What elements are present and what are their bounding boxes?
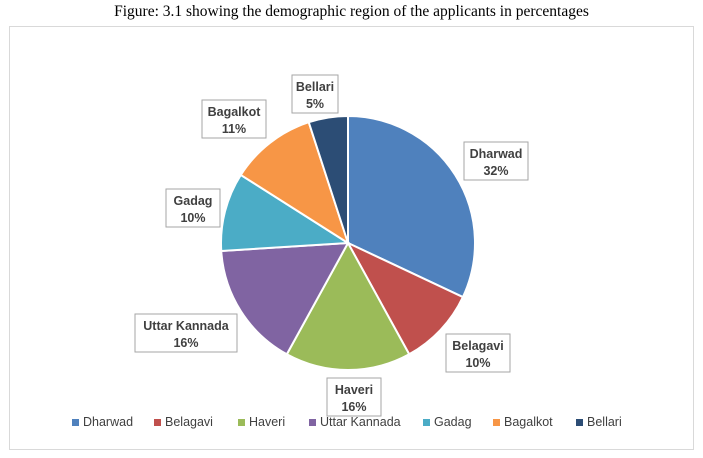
legend-swatch <box>154 419 161 426</box>
legend-item-gadag: Gadag <box>423 415 472 429</box>
data-label-category: Uttar Kannada <box>143 319 229 333</box>
data-label-box <box>201 99 267 139</box>
data-label-box <box>326 377 382 417</box>
legend-swatch <box>423 419 430 426</box>
data-label-value: 10% <box>180 211 205 225</box>
data-label-haveri: Haveri 16% <box>326 377 382 417</box>
data-label-gadag: Gadag 10% <box>165 188 221 228</box>
data-label-box <box>463 141 529 181</box>
legend-label: Bagalkot <box>504 415 553 429</box>
data-label-belagavi: Belagavi 10% <box>445 333 511 373</box>
data-label-category: Bellari <box>296 80 334 94</box>
legend-label: Haveri <box>249 415 285 429</box>
data-label-value: 11% <box>222 122 246 136</box>
data-label-box <box>445 333 511 373</box>
data-label-dharwad: Dharwad 32% <box>463 141 529 181</box>
legend-item-haveri: Haveri <box>238 415 285 429</box>
legend-label: Bellari <box>587 415 622 429</box>
pie-slice-belagavi <box>345 240 465 356</box>
pie-slice-haveri <box>285 240 411 371</box>
data-label-bellari: Bellari 5% <box>291 74 339 114</box>
legend-swatch <box>576 419 583 426</box>
data-label-box <box>134 313 238 353</box>
pie-slice-dharwad <box>347 114 476 299</box>
legend-swatch <box>72 419 79 426</box>
data-label-box <box>291 74 339 114</box>
legend-swatch <box>493 419 500 426</box>
data-label-category: Belagavi <box>452 339 503 353</box>
data-label-value: 16% <box>341 400 366 414</box>
legend-label: Uttar Kannada <box>320 415 401 429</box>
legend-item-bellari: Bellari <box>576 415 622 429</box>
pie-slices <box>220 114 476 371</box>
data-label-bagalkot: Bagalkot 11% <box>201 99 267 139</box>
pie-slice-bagalkot <box>239 120 350 246</box>
data-label-category: Gadag <box>174 194 213 208</box>
legend-item-belagavi: Belagavi <box>154 415 213 429</box>
legend-item-dharwad: Dharwad <box>72 415 133 429</box>
pie-slice-uttar-kannada <box>220 241 350 356</box>
legend-swatch <box>238 419 245 426</box>
data-label-value: 16% <box>173 336 198 350</box>
data-label-value: 5% <box>306 97 324 111</box>
legend-label: Belagavi <box>165 415 213 429</box>
data-label-uttar-kannada: Uttar Kannada 16% <box>134 313 238 353</box>
pie-slice-bellari <box>307 114 349 244</box>
figure-caption: Figure: 3.1 showing the demographic regi… <box>114 3 589 20</box>
data-label-category: Bagalkot <box>208 105 262 119</box>
data-label-category: Dharwad <box>470 147 523 161</box>
pie-slice-gadag <box>220 173 352 253</box>
data-label-value: 32% <box>483 164 508 178</box>
legend-item-bagalkot: Bagalkot <box>493 415 553 429</box>
legend-label: Gadag <box>434 415 472 429</box>
legend-label: Dharwad <box>83 415 133 429</box>
data-label-value: 10% <box>465 356 490 370</box>
data-label-category: Haveri <box>335 383 373 397</box>
legend-item-uttar-kannada: Uttar Kannada <box>309 415 401 429</box>
legend-swatch <box>309 419 316 426</box>
data-label-box <box>165 188 221 228</box>
legend: Dharwad Belagavi Haveri Uttar Kannada Gadag B… <box>72 415 622 429</box>
